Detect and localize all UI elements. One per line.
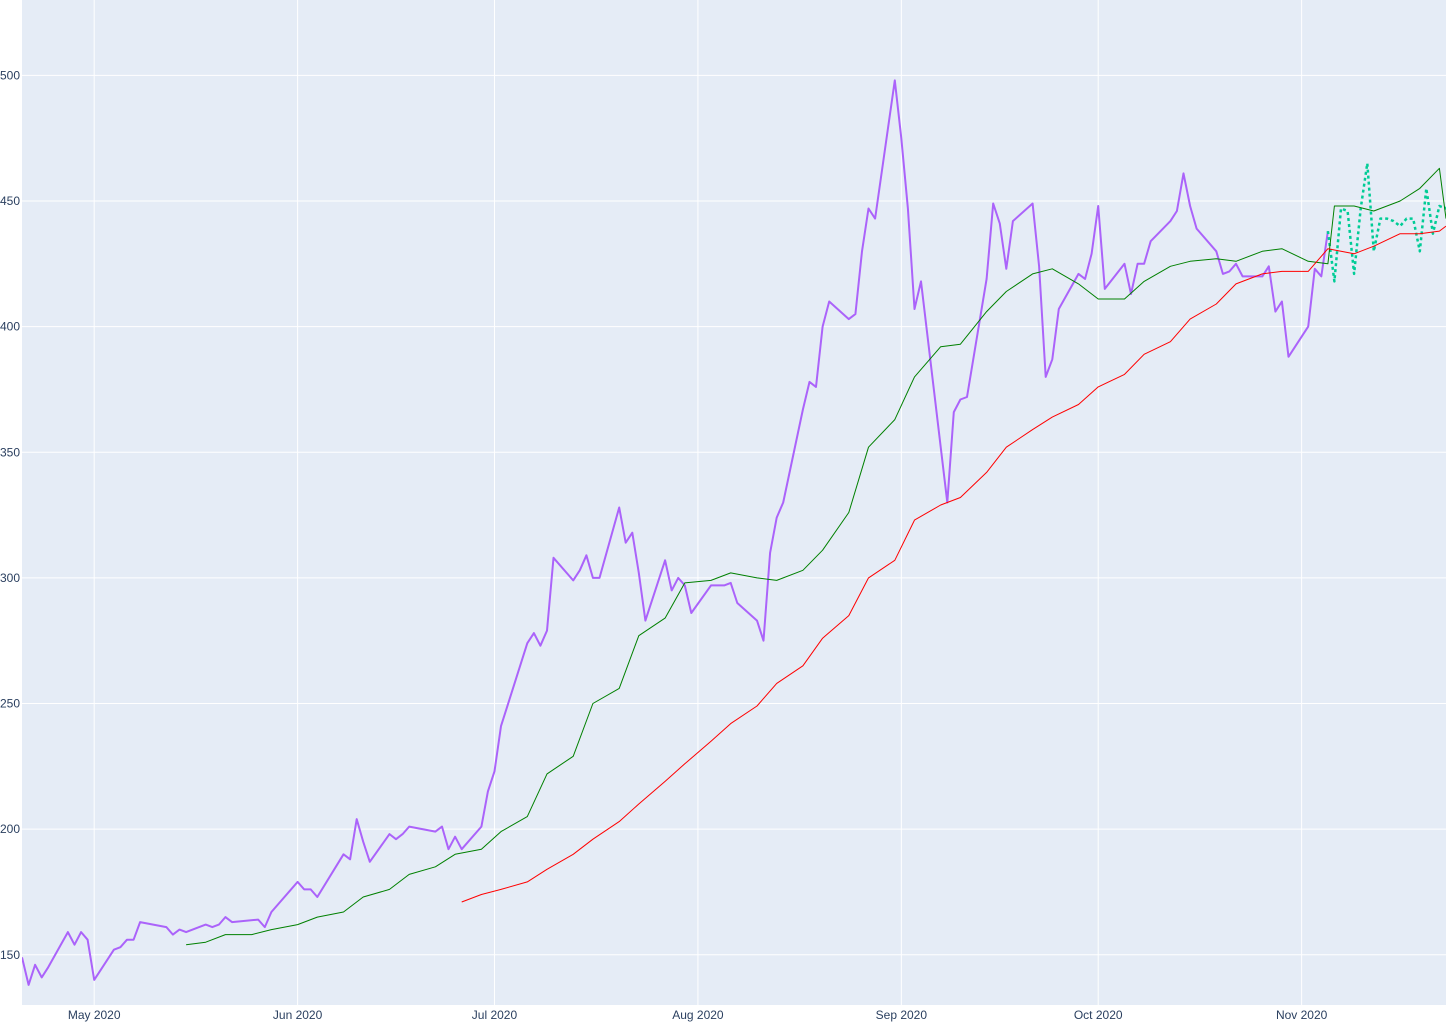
x-tick-label: Aug 2020 [672, 1008, 724, 1022]
y-tick-label: 250 [0, 697, 20, 711]
series-line-2 [1326, 162, 1446, 283]
y-tick-label: 350 [0, 445, 20, 459]
y-tick-label: 450 [0, 194, 20, 208]
x-tick-label: May 2020 [68, 1008, 121, 1022]
y-tick-label: 150 [0, 948, 20, 962]
y-tick-label: 300 [0, 571, 20, 585]
y-grid [22, 74, 1446, 956]
x-tick-label: Jul 2020 [472, 1008, 518, 1022]
x-grid [93, 0, 1303, 1005]
y-axis-tick-labels: 150 200 250 300 350 400 450 500 [0, 68, 20, 961]
series-line-1 [22, 79, 1329, 986]
series-line-3 [186, 167, 1446, 946]
x-tick-label: Oct 2020 [1074, 1008, 1123, 1022]
x-tick-label: Nov 2020 [1276, 1008, 1328, 1022]
x-tick-label: Sep 2020 [876, 1008, 928, 1022]
y-tick-label: 500 [0, 68, 20, 82]
plot-background [22, 0, 1446, 1005]
series-line-4 [461, 225, 1446, 903]
x-tick-label: Jun 2020 [273, 1008, 323, 1022]
y-tick-label: 200 [0, 822, 20, 836]
x-axis-tick-labels: May 2020 Jun 2020 Jul 2020 Aug 2020 Sep 2020… [68, 1008, 1328, 1022]
y-tick-label: 400 [0, 320, 20, 334]
series-layer [22, 79, 1446, 986]
